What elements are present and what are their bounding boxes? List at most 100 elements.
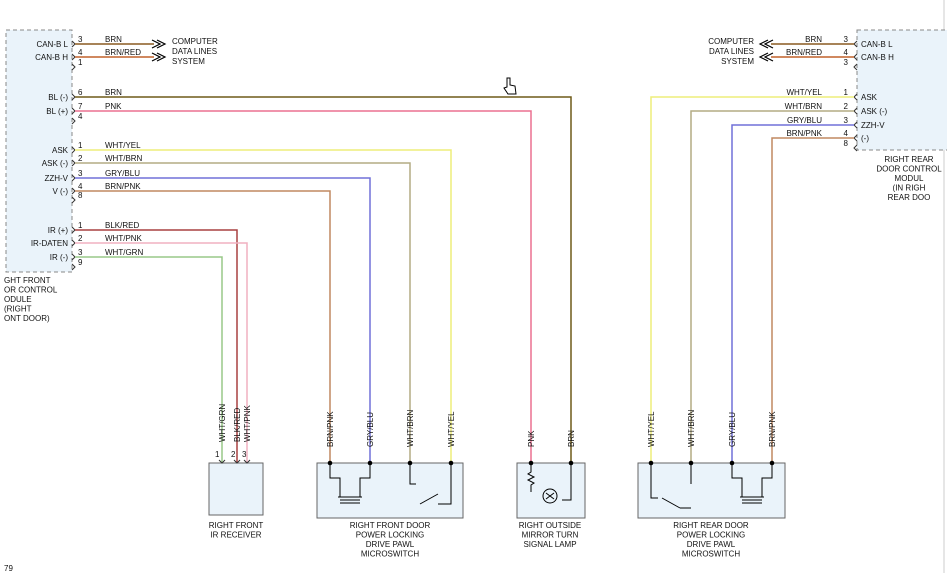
pin-name: BL (-) xyxy=(48,93,68,102)
wire-label: WHT/YEL xyxy=(105,141,141,150)
module-label: GHT FRONT xyxy=(4,276,51,285)
wire-label: WHT/BRN xyxy=(785,102,823,111)
component-label: RIGHT REAR DOOR xyxy=(673,521,749,530)
pin-number: 8 xyxy=(844,139,849,148)
pin-number: 2 xyxy=(78,154,83,163)
pin-number: 2 xyxy=(78,234,83,243)
wire-label: GRY/BLU xyxy=(105,169,140,178)
pin-number: 4 xyxy=(844,129,849,138)
switch xyxy=(409,463,452,505)
right-module-box xyxy=(856,29,947,151)
wire-label: BRN/PNK xyxy=(768,411,777,447)
component-box xyxy=(316,462,464,519)
component-box xyxy=(208,462,264,516)
connector-mark xyxy=(71,263,76,271)
pin-name: BL (+) xyxy=(46,107,68,116)
data-lines-label: DATA LINES xyxy=(709,47,754,56)
wire-label: WHT/YEL xyxy=(647,411,656,447)
arrow xyxy=(758,52,769,62)
wire-label: GRY/BLU xyxy=(728,412,737,447)
component-label: RIGHT FRONT xyxy=(209,521,264,530)
module-label: OR CONTROL xyxy=(4,286,58,295)
wire-label: WHT/YEL xyxy=(447,411,456,447)
pin-number: 1 xyxy=(78,141,83,150)
arrow xyxy=(151,52,162,62)
pin-name: IR (-) xyxy=(50,253,69,262)
pin-number: 3 xyxy=(78,248,83,257)
coil xyxy=(731,463,773,504)
wire-label: BRN/RED xyxy=(786,48,822,57)
wire-label: BRN/PNK xyxy=(786,129,822,138)
pin-name: ZZH-V xyxy=(44,174,68,183)
wire-label: PNK xyxy=(527,430,536,447)
component-label: POWER LOCKING xyxy=(677,531,745,540)
data-lines-label: DATA LINES xyxy=(172,47,217,56)
connector-mark xyxy=(71,117,76,125)
component-label: RIGHT FRONT DOOR xyxy=(350,521,431,530)
wire-label: GRY/BLU xyxy=(366,412,375,447)
data-lines-label: SYSTEM xyxy=(172,57,205,66)
wire-label: BRN/PNK xyxy=(326,411,335,447)
lamp-filament xyxy=(545,492,555,500)
arrow xyxy=(156,52,167,62)
pin-name: V (-) xyxy=(52,187,68,196)
pin-name: ASK (-) xyxy=(861,107,888,116)
data-lines-label: SYSTEM xyxy=(721,57,754,66)
module-label: REAR DOO xyxy=(888,193,931,202)
pin-name: IR-DATEN xyxy=(31,239,68,248)
pin-number: 7 xyxy=(78,102,83,111)
wire-label: BRN xyxy=(567,430,576,447)
pin-name: ZZH-V xyxy=(861,121,885,130)
connector-mark xyxy=(243,459,251,464)
wire-label: WHT/BRN xyxy=(406,409,415,447)
pin-number: 3 xyxy=(844,35,849,44)
component-box xyxy=(516,462,586,519)
connector-mark xyxy=(71,63,76,71)
wire xyxy=(690,110,854,463)
pin-number: 3 xyxy=(844,116,849,125)
pin-number: 3 xyxy=(242,450,247,459)
resistor xyxy=(526,463,536,492)
wire xyxy=(771,137,854,463)
switch xyxy=(650,463,692,509)
wire xyxy=(75,162,411,463)
wire-label: WHT/BRN xyxy=(687,409,696,447)
connector-mark xyxy=(853,144,858,152)
wire-label: BRN xyxy=(105,88,122,97)
arrow xyxy=(156,39,167,49)
wire-label: WHT/YEL xyxy=(786,88,822,97)
pin-number: 1 xyxy=(78,58,83,67)
connector-mark xyxy=(853,63,858,71)
wire-label: WHT/GRN xyxy=(218,404,227,442)
pin-name: (-) xyxy=(861,134,869,143)
pin-number: 9 xyxy=(78,258,83,267)
pin-number: 8 xyxy=(78,191,83,200)
wire xyxy=(731,124,854,463)
wire-label: WHT/PNK xyxy=(243,404,252,442)
left-module-box xyxy=(5,29,73,273)
component-label: MICROSWITCH xyxy=(361,550,419,559)
coil xyxy=(329,463,371,504)
component-label: MICROSWITCH xyxy=(682,550,740,559)
wire xyxy=(650,96,854,463)
pin-number: 2 xyxy=(844,102,849,111)
wire-label: BRN/RED xyxy=(105,48,141,57)
wire xyxy=(75,256,223,463)
pin-number: 1 xyxy=(215,450,220,459)
connector-mark xyxy=(71,196,76,204)
component-label: SIGNAL LAMP xyxy=(523,540,576,549)
wire xyxy=(75,110,532,463)
pin-number: 4 xyxy=(78,112,83,121)
wire-label: WHT/PNK xyxy=(105,234,143,243)
pin-number: 3 xyxy=(78,169,83,178)
module-label: (RIGHT xyxy=(4,305,32,314)
pin-name: ASK xyxy=(52,146,69,155)
component-box xyxy=(637,462,786,519)
arrow xyxy=(151,39,162,49)
pin-number: 6 xyxy=(78,88,83,97)
cursor xyxy=(503,77,517,95)
wire xyxy=(75,190,331,463)
component-label: IR RECEIVER xyxy=(210,531,261,540)
pin-number: 1 xyxy=(844,88,849,97)
wire xyxy=(75,229,238,463)
